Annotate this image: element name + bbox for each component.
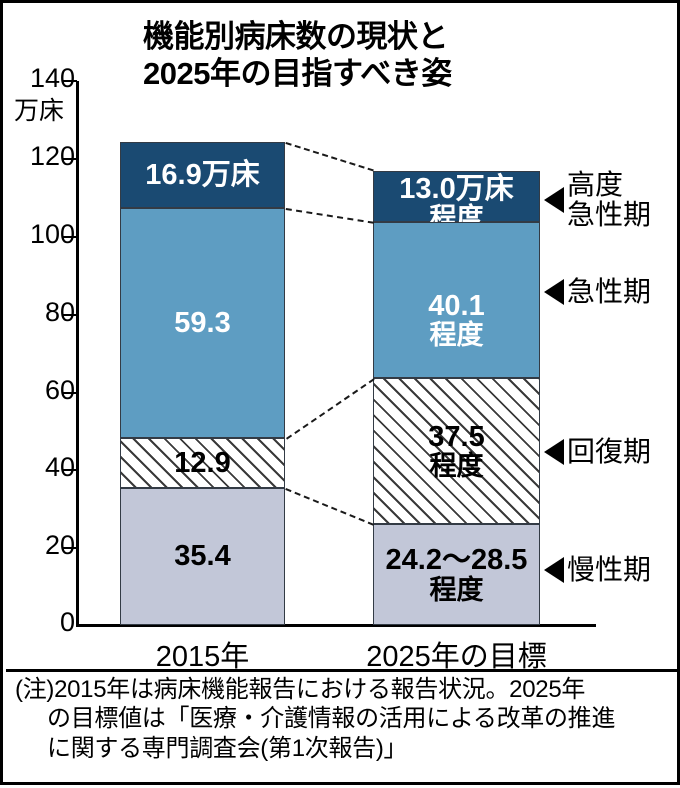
- category-label-recovery-text: 回復期: [567, 437, 651, 467]
- bar-2025-label-recovery: 37.5: [428, 420, 485, 453]
- y-tick-100: [63, 236, 77, 238]
- bar-2025-segment-recovery[interactable]: 37.5 程度: [373, 378, 540, 524]
- category-label-chronic-line1: 慢性期: [567, 554, 652, 585]
- bar-2015-label-acute: 59.3: [174, 306, 231, 339]
- y-tick-140: [63, 80, 77, 82]
- bar-2015-label-advanced-acute: 16.9万床: [145, 158, 260, 191]
- x-axis-label-2015: 2015年: [155, 641, 250, 673]
- y-tick-label-100: 100: [29, 219, 75, 249]
- footnote-divider: [6, 669, 680, 672]
- triangle-left-icon: [544, 556, 564, 583]
- y-axis-unit-label: 万床: [13, 97, 64, 125]
- category-label-acute: 急性期: [544, 277, 651, 307]
- bar-2015-segment-acute[interactable]: 59.3: [120, 208, 285, 438]
- category-label-chronic: 慢性期: [544, 555, 651, 585]
- y-tick-120: [63, 158, 77, 160]
- category-label-advanced-acute-text: 高度 急性期: [567, 170, 651, 229]
- chart-title-line-1: 機能別病床数の現状と: [143, 19, 449, 54]
- category-label-chronic-text: 慢性期: [567, 555, 651, 585]
- connector-line-acute-bottom: [286, 378, 375, 440]
- bar-2025-segment-advanced-acute[interactable]: 13.0万床 程度: [373, 171, 540, 233]
- y-tick-80: [63, 314, 77, 316]
- y-tick-label-140: 140: [29, 63, 75, 93]
- y-tick-label-80: 80: [44, 297, 75, 327]
- bar-2025-sublabel-recovery: 程度: [429, 451, 484, 482]
- bar-2025-segment-acute[interactable]: 40.1 程度: [373, 222, 540, 378]
- category-label-recovery: 回復期: [544, 437, 651, 467]
- connector-line-top: [285, 142, 374, 172]
- footnote-line-1: (注)2015年は病床機能報告における報告状況。2025年: [15, 676, 586, 703]
- triangle-left-icon: [544, 438, 564, 465]
- plot-area: 140 120 100 80 60 40 20 0 万床 16.9万床 59.3: [3, 3, 680, 788]
- bar-2015-label-chronic: 35.4: [174, 540, 231, 573]
- x-axis-label-2025: 2025年の目標: [366, 641, 547, 673]
- triangle-left-icon: [544, 278, 564, 305]
- chart-title: 機能別病床数の現状と 2025年の目指すべき姿: [143, 19, 563, 92]
- bar-2015-segment-chronic[interactable]: 35.4: [120, 488, 285, 625]
- bar-2015-segment-recovery[interactable]: 12.9: [120, 438, 285, 488]
- y-tick-label-40: 40: [44, 452, 75, 482]
- y-tick-40: [63, 469, 77, 471]
- connector-line-advanced-acute-bottom: [285, 208, 374, 224]
- bar-2025-label-chronic: 24.2～28.5: [385, 544, 528, 577]
- category-label-advanced-acute: 高度 急性期: [544, 170, 651, 229]
- y-axis-line: [76, 81, 79, 627]
- bar-2015-segment-advanced-acute[interactable]: 16.9万床: [120, 142, 285, 208]
- bar-2025-label-acute: 40.1: [428, 289, 485, 322]
- category-label-acute-text: 急性期: [567, 277, 651, 307]
- y-tick-label-60: 60: [44, 375, 75, 405]
- y-tick-label-0: 0: [59, 607, 75, 637]
- y-tick-label-120: 120: [29, 141, 75, 171]
- category-label-acute-line1: 急性期: [567, 276, 652, 307]
- footnote-line-2: の目標値は「医療・介護情報の活用による改革の推進: [47, 705, 616, 733]
- footnote: (注)2015年は病床機能報告における報告状況。2025年 の目標値は「医療・介…: [15, 675, 671, 763]
- triangle-left-icon: [544, 186, 564, 213]
- x-axis-line: [76, 624, 596, 627]
- connector-line-recovery-bottom: [285, 488, 374, 526]
- chart-title-line-2: 2025年の目指すべき姿: [143, 55, 452, 91]
- y-tick-label-20: 20: [44, 530, 75, 560]
- category-label-advanced-acute-line1: 高度: [567, 169, 624, 200]
- bar-2025-sublabel-chronic: 程度: [429, 574, 484, 605]
- bar-2025-sublabel-acute: 程度: [429, 320, 484, 351]
- footnote-line-3: に関する専門調査会(第1次報告)」: [47, 734, 408, 762]
- y-tick-60: [63, 392, 77, 394]
- y-tick-20: [63, 547, 77, 549]
- bar-2015-label-recovery: 12.9: [174, 446, 231, 479]
- bar-2025-segment-chronic[interactable]: 24.2～28.5 程度: [373, 524, 540, 625]
- category-label-advanced-acute-line2: 急性期: [567, 198, 652, 230]
- bar-2025-label-advanced-acute: 13.0万床: [399, 173, 514, 205]
- category-label-recovery-line1: 回復期: [567, 436, 652, 467]
